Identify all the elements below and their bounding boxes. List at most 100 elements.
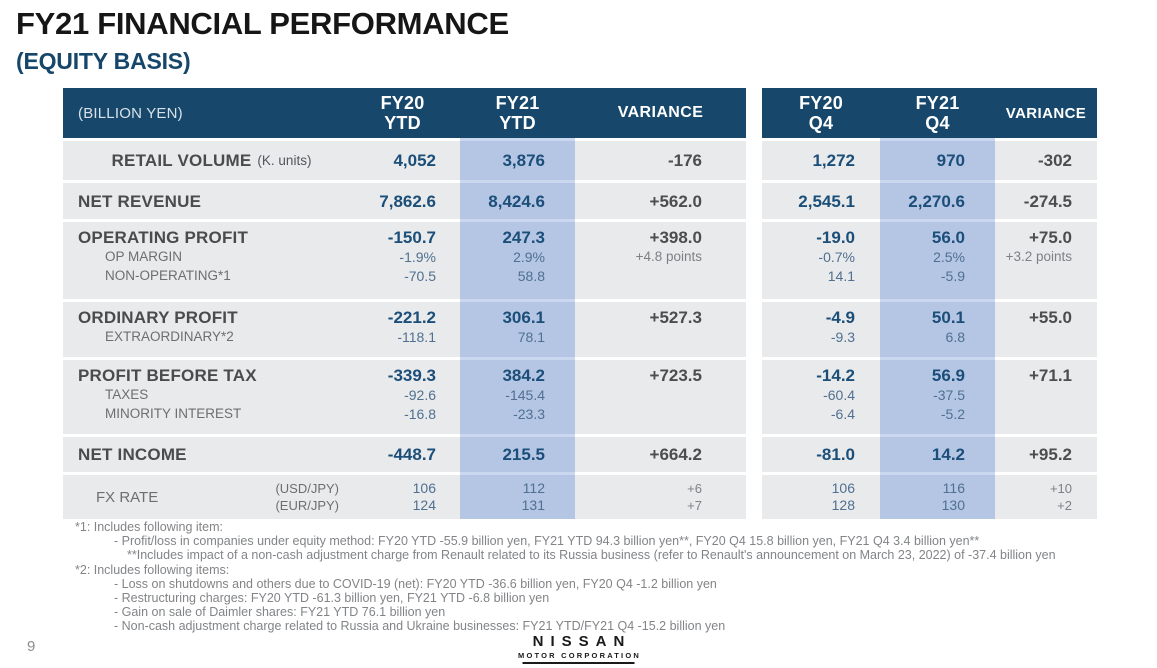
variance-label: VARIANCE [617, 104, 704, 121]
fy20-cell: -19.0 -0.7% 14.1 [762, 222, 880, 299]
value: -448.7 [387, 445, 436, 464]
value: 4,052 [393, 151, 436, 170]
eur-jpy-label: (EUR/JPY) [275, 498, 339, 513]
sub-value: -16.8 [404, 405, 436, 422]
fy20-cell: 106 128 [762, 475, 880, 519]
row-label: PROFIT BEFORE TAX [78, 366, 257, 385]
row-label: NET INCOME [78, 445, 187, 464]
q4-table: FY20 Q4 FY21 Q4 VARIANCE 1,272 970 -302 … [762, 88, 1097, 519]
row-label-cell: NET REVENUE [63, 183, 345, 219]
fy20-cell: -4.9 -9.3 [762, 302, 880, 357]
value: +527.3 [649, 308, 702, 327]
unit-label-cell: (BILLION YEN) [63, 88, 345, 138]
row-label-cell: ORDINARY PROFIT EXTRAORDINARY*2 [63, 302, 345, 357]
ordinary-profit-row: -4.9 -9.3 50.1 6.8 +55.0 [762, 302, 1097, 357]
value: +6 [687, 481, 702, 496]
net-revenue-row: 2,545.1 2,270.6 -274.5 [762, 183, 1097, 219]
value: 50.1 [931, 308, 965, 327]
fy20-cell: 2,545.1 [762, 183, 880, 219]
sub-value: -118.1 [397, 329, 436, 345]
sub-label: TAXES [105, 387, 149, 402]
value: 116 [942, 480, 965, 496]
fy20-label: FY20 [380, 93, 425, 113]
footnote-2-item: - Restructuring charges: FY20 YTD -61.3 … [114, 591, 550, 606]
ytd-table: (BILLION YEN) FY20 YTD FY21 YTD VARIANCE… [63, 88, 746, 519]
retail-volume-row: 1,272 970 -302 [762, 141, 1097, 180]
variance-cell: -176 [575, 141, 746, 180]
value: -176 [667, 151, 702, 170]
retail-volume-row: RETAIL VOLUME (K. units) 4,052 3,876 -17… [63, 141, 746, 180]
sub-value: -145.4 [505, 387, 545, 403]
variance-cell: +71.1 [995, 360, 1097, 434]
sub-value: -6.4 [830, 405, 855, 422]
nissan-wordmark: NISSAN [532, 633, 632, 650]
fy20-cell: -339.3 -92.6 -16.8 [345, 360, 460, 434]
variance-cell: +723.5 [575, 360, 746, 434]
row-label-note: (K. units) [257, 153, 312, 168]
variance-cell: -302 [995, 141, 1097, 180]
fy20-cell: 1,272 [762, 141, 880, 180]
value: 128 [831, 497, 855, 513]
value: 970 [936, 151, 965, 170]
fy21-cell: 3,876 [460, 141, 575, 180]
value: 106 [412, 480, 436, 496]
footnote-1-heading: *1: Includes following item: [75, 520, 223, 534]
fy20-cell: -150.7 -1.9% -70.5 [345, 222, 460, 299]
sub-value: 78.1 [517, 329, 545, 345]
fy21-cell: 306.1 78.1 [460, 302, 575, 357]
fy21-cell: 112 131 [460, 475, 575, 519]
net-income-row: -81.0 14.2 +95.2 [762, 437, 1097, 472]
row-label: ORDINARY PROFIT [78, 308, 238, 327]
value: -150.7 [387, 228, 436, 247]
fy21-cell: 50.1 6.8 [880, 302, 995, 357]
variance-cell: +562.0 [575, 183, 746, 219]
row-label: NET REVENUE [78, 191, 202, 211]
fy21-cell: 14.2 [880, 437, 995, 472]
value: 7,862.6 [379, 191, 436, 211]
unit-label: (BILLION YEN) [78, 104, 183, 122]
variance-cell: +75.0 +3.2 points [995, 222, 1097, 299]
variance-cell: +527.3 [575, 302, 746, 357]
row-label-cell: FX RATE (USD/JPY) (EUR/JPY) [63, 475, 345, 519]
fy20-cell: -81.0 [762, 437, 880, 472]
value: +2 [1057, 498, 1072, 513]
fy21-ytd-header: FY21 YTD [460, 88, 575, 138]
sub-value: +3.2 points [1005, 249, 1072, 264]
row-label-cell: NET INCOME [63, 437, 345, 472]
variance-label: VARIANCE [1005, 104, 1087, 122]
fy20-cell: -448.7 [345, 437, 460, 472]
fy21-cell: 116 130 [880, 475, 995, 519]
sub-value: 58.8 [517, 267, 545, 284]
fy21-label: FY21 [915, 93, 960, 113]
fx-rate-row: 106 128 116 130 +10 +2 [762, 475, 1097, 519]
value: -81.0 [816, 445, 855, 464]
value: 2,270.6 [908, 191, 965, 211]
row-label: OPERATING PROFIT [78, 228, 249, 247]
fy21-cell: 384.2 -145.4 -23.3 [460, 360, 575, 434]
value: 2,545.1 [798, 191, 855, 211]
value: -339.3 [387, 366, 436, 385]
fy21-cell: 56.0 2.5% -5.9 [880, 222, 995, 299]
q4-label: Q4 [808, 113, 834, 133]
row-label-cell: PROFIT BEFORE TAX TAXES MINORITY INTERES… [63, 360, 345, 434]
sub-value: -37.5 [933, 387, 965, 403]
footnote-2-item: - Gain on sale of Daimler shares: FY21 Y… [114, 605, 446, 620]
fy20-ytd-header: FY20 YTD [345, 88, 460, 138]
sub-value: -0.7% [818, 249, 855, 265]
fy21-q4-header: FY21 Q4 [880, 88, 995, 138]
value: -221.2 [387, 308, 436, 327]
row-label: RETAIL VOLUME [111, 151, 252, 170]
fy20-q4-header: FY20 Q4 [762, 88, 880, 138]
page-title: FY21 FINANCIAL PERFORMANCE [16, 6, 509, 41]
sub-label: MINORITY INTEREST [105, 405, 242, 421]
value: 124 [412, 497, 436, 513]
operating-profit-row: -19.0 -0.7% 14.1 56.0 2.5% -5.9 +75.0 +3… [762, 222, 1097, 299]
footnote-2-item: - Non-cash adjustment charge related to … [114, 619, 726, 634]
row-label: FX RATE [96, 488, 159, 506]
fy20-cell: 4,052 [345, 141, 460, 180]
sub-value: +4.8 points [635, 249, 702, 264]
nissan-logo: NISSAN MOTOR CORPORATION [516, 633, 641, 664]
value: 112 [522, 480, 545, 496]
value: 106 [831, 480, 855, 496]
value: +71.1 [1028, 366, 1072, 385]
